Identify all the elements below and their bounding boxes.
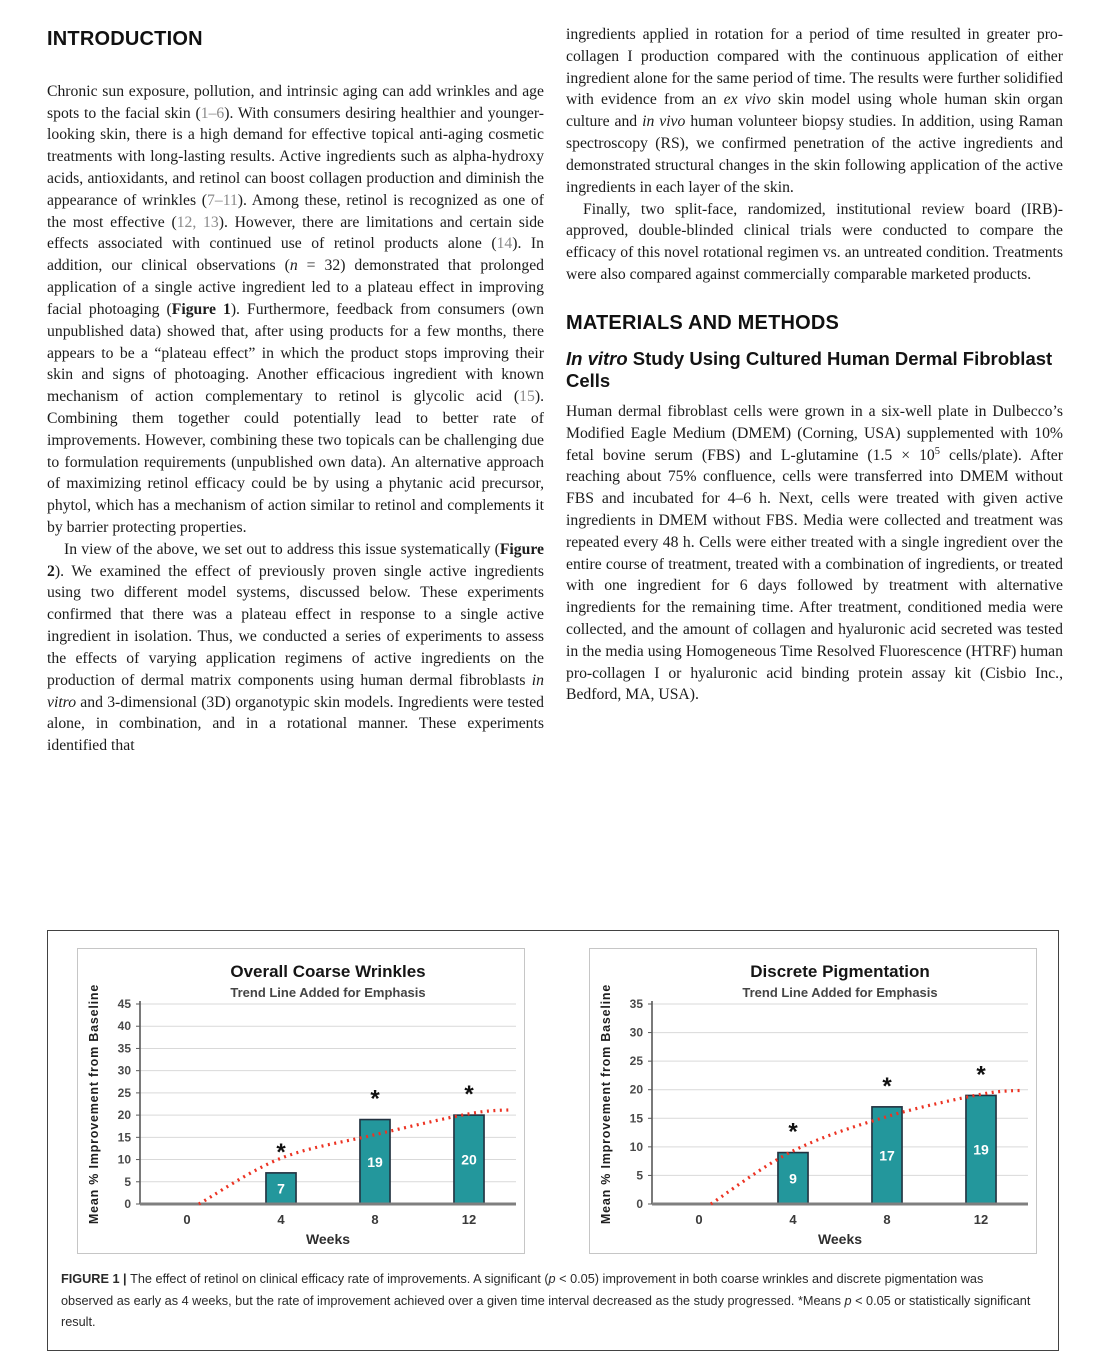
paragraph: In view of the above, we set out to addr… [47,540,544,755]
figure-1: 0 5 10 15 20 25 30 35 40 45 7 19 20 * * * Overall Coarse… [47,930,1059,1351]
right-column: ingredients applied in rotation for a pe… [566,24,1063,706]
bar-value-label: 9 [789,1170,797,1186]
x-tick-label: 8 [371,1212,378,1227]
paragraph: Finally, two split-face, randomized, ins… [566,200,1063,283]
y-tick-label: 0 [636,1197,643,1211]
y-tick-label: 35 [630,997,644,1011]
left-column: INTRODUCTION Chronic sun exposure, pollu… [47,24,544,757]
y-tick-label: 5 [124,1175,131,1189]
x-tick-label: 4 [789,1212,797,1227]
y-tick-label: 10 [118,1153,132,1167]
chart-title: Overall Coarse Wrinkles [230,962,425,981]
y-axis-label: Mean % Improvement from Baseline [599,984,613,1224]
x-tick-label: 4 [277,1212,285,1227]
chart-discrete-pigmentation: 0 5 10 15 20 25 30 35 9 17 19 * * * Discrete Pigmentat… [589,948,1037,1254]
trend-line [198,1108,512,1206]
x-tick-label: 12 [974,1212,988,1227]
y-tick-label: 10 [630,1140,644,1154]
figure-charts-row: 0 5 10 15 20 25 30 35 40 45 7 19 20 * * * Overall Coarse… [48,948,1058,1254]
bar-value-label: 19 [973,1142,989,1158]
bar-value-label: 20 [461,1152,477,1168]
chart-overall-coarse-wrinkles: 0 5 10 15 20 25 30 35 40 45 7 19 20 * * * Overall Coarse… [77,948,525,1254]
paragraph: Human dermal fibroblast cells were grown… [566,402,1063,704]
chart-subtitle: Trend Line Added for Emphasis [230,985,425,1000]
section-heading-introduction: INTRODUCTION [47,28,203,50]
figure-caption: FIGURE 1 | The effect of retinol on clin… [61,1272,1031,1330]
bar-value-label: 17 [879,1147,895,1163]
y-tick-label: 20 [118,1108,132,1122]
y-tick-label: 30 [630,1026,644,1040]
x-axis-label: Weeks [818,1231,862,1247]
chart-subtitle: Trend Line Added for Emphasis [742,985,937,1000]
y-tick-label: 0 [124,1197,131,1211]
bar-value-label: 19 [367,1154,383,1170]
subsection-heading-in-vitro-study: In vitro Study Using Cultured Human Derm… [566,347,1053,391]
paragraph: ingredients applied in rotation for a pe… [566,26,1063,196]
significance-asterisk: * [464,1081,474,1108]
y-tick-label: 30 [118,1064,132,1078]
y-tick-label: 15 [630,1111,644,1125]
bar [453,1114,485,1205]
section-heading-materials-and-methods: MATERIALS AND METHODS [566,311,840,334]
introduction-paragraphs-continued: ingredients applied in rotation for a pe… [566,24,1063,286]
significance-asterisk: * [976,1061,986,1088]
y-tick-label: 40 [118,1019,132,1033]
y-tick-label: 35 [118,1041,132,1055]
bar-chart-discrete-pigmentation: 0 5 10 15 20 25 30 35 9 17 19 * * * Discrete Pigmentat… [599,962,1028,1247]
y-tick-label: 25 [118,1086,132,1100]
x-axis-label: Weeks [306,1231,350,1247]
two-column-text: INTRODUCTION Chronic sun exposure, pollu… [47,24,1063,916]
x-tick-label: 0 [183,1212,190,1227]
chart-title: Discrete Pigmentation [750,962,930,981]
y-tick-label: 25 [630,1054,644,1068]
y-tick-label: 5 [636,1168,643,1182]
bar [871,1106,903,1205]
y-tick-label: 15 [118,1130,132,1144]
introduction-paragraphs: Chronic sun exposure, pollution, and int… [47,81,544,757]
x-tick-label: 0 [695,1212,702,1227]
y-tick-label: 20 [630,1083,644,1097]
bar [777,1151,809,1205]
significance-asterisk: * [370,1086,380,1113]
significance-asterisk: * [276,1139,286,1166]
significance-asterisk: * [882,1073,892,1100]
bar-value-label: 7 [277,1180,285,1196]
significance-asterisk: * [788,1119,798,1146]
bar [359,1118,391,1205]
y-tick-label: 45 [118,997,132,1011]
methods-paragraphs: Human dermal fibroblast cells were grown… [566,401,1063,706]
y-axis-label: Mean % Improvement from Baseline [87,984,101,1224]
paragraph: Chronic sun exposure, pollution, and int… [47,82,545,537]
x-tick-label: 12 [462,1212,476,1227]
x-tick-label: 8 [883,1212,890,1227]
